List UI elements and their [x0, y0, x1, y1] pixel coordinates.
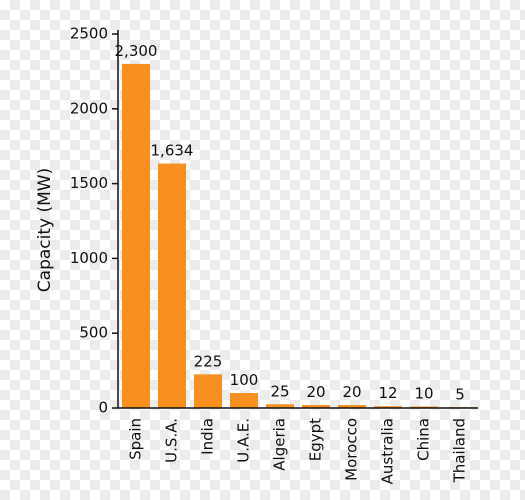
- y-tick-label: 1000: [70, 249, 108, 267]
- bar: [194, 374, 222, 408]
- value-label: 2,300: [115, 42, 158, 60]
- bar: [374, 406, 402, 408]
- value-label: 225: [194, 352, 223, 370]
- x-tick-label: India: [199, 418, 217, 455]
- value-label: 100: [230, 371, 259, 389]
- y-tick-label: 2500: [70, 25, 108, 43]
- bar: [338, 405, 366, 408]
- value-label: 20: [306, 383, 325, 401]
- value-label: 12: [378, 384, 397, 402]
- bar: [266, 404, 294, 408]
- y-tick-label: 0: [98, 399, 108, 417]
- x-tick-label: Morocco: [343, 418, 361, 481]
- x-tick-label: Thailand: [451, 418, 469, 483]
- y-tick-label: 1500: [70, 174, 108, 192]
- x-tick-label: U.S.A.: [163, 418, 181, 463]
- value-label: 25: [270, 382, 289, 400]
- x-tick-label: Algeria: [271, 418, 289, 471]
- y-tick-label: 2000: [70, 99, 108, 117]
- value-label: 10: [414, 385, 433, 403]
- bar: [230, 393, 258, 408]
- value-label: 5: [455, 385, 465, 403]
- y-axis-label: Capacity (MW): [35, 168, 55, 292]
- value-label: 1,634: [151, 142, 194, 160]
- bar: [302, 405, 330, 408]
- x-tick-label: China: [415, 418, 433, 461]
- x-tick-label: U.A.E.: [235, 418, 253, 463]
- bar: [122, 63, 150, 409]
- x-tick-label: Spain: [127, 418, 145, 460]
- bar: [158, 163, 186, 408]
- y-tick-label: 500: [79, 324, 108, 342]
- x-tick-label: Australia: [379, 418, 397, 484]
- value-label: 20: [342, 383, 361, 401]
- x-tick-label: Egypt: [307, 418, 325, 461]
